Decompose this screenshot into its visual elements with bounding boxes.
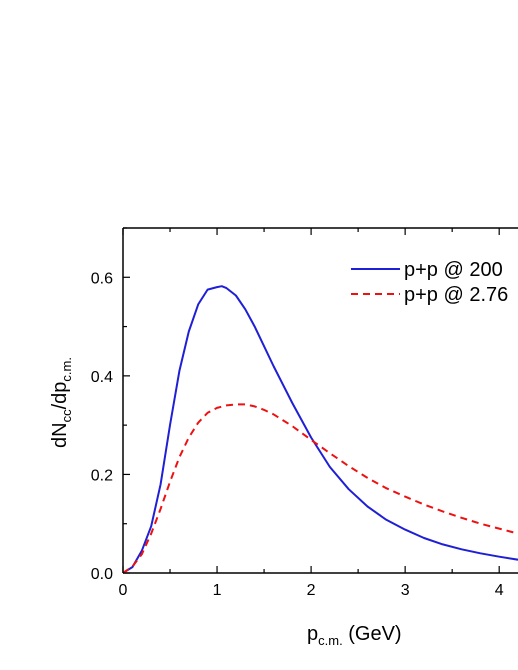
legend-label-2: p+p @ 2.76 xyxy=(404,284,508,306)
x-tick-label: 1 xyxy=(213,582,222,599)
x-tick-label: 0 xyxy=(119,582,128,599)
y-axis-title-p2: /dp xyxy=(49,382,71,410)
legend-label-1: p+p @ 200 xyxy=(404,259,503,281)
y-axis-title-p1: dN xyxy=(49,422,71,448)
legend: p+p @ 200 p+p @ 2.76 xyxy=(351,259,508,306)
series-layer xyxy=(122,285,518,574)
y-axis-title-sub1: cc xyxy=(59,409,74,423)
y-axis-title-sub2: c.m. xyxy=(59,357,74,382)
y-axis-title: dNcc/dpc.m. xyxy=(49,357,74,448)
x-axis-title-main: p xyxy=(307,623,318,645)
y-tick-label: 0.0 xyxy=(91,566,113,583)
series-line-2 xyxy=(122,403,518,574)
x-axis-title-sub: c.m. xyxy=(318,633,343,648)
x-axis-title: pc.m. (GeV) xyxy=(307,623,402,648)
y-tick-label: 0.4 xyxy=(91,369,113,386)
series-line-1 xyxy=(122,285,518,574)
x-tick-label: 2 xyxy=(307,582,316,599)
x-tick-label: 4 xyxy=(495,582,504,599)
x-axis-title-unit: (GeV) xyxy=(343,623,402,645)
y-tick-label: 0.6 xyxy=(91,270,113,287)
y-tick-label: 0.2 xyxy=(91,467,113,484)
x-tick-label: 3 xyxy=(401,582,410,599)
ticks: 0 1 2 3 4 0.0 0.2 0.4 0.6 xyxy=(91,227,504,599)
